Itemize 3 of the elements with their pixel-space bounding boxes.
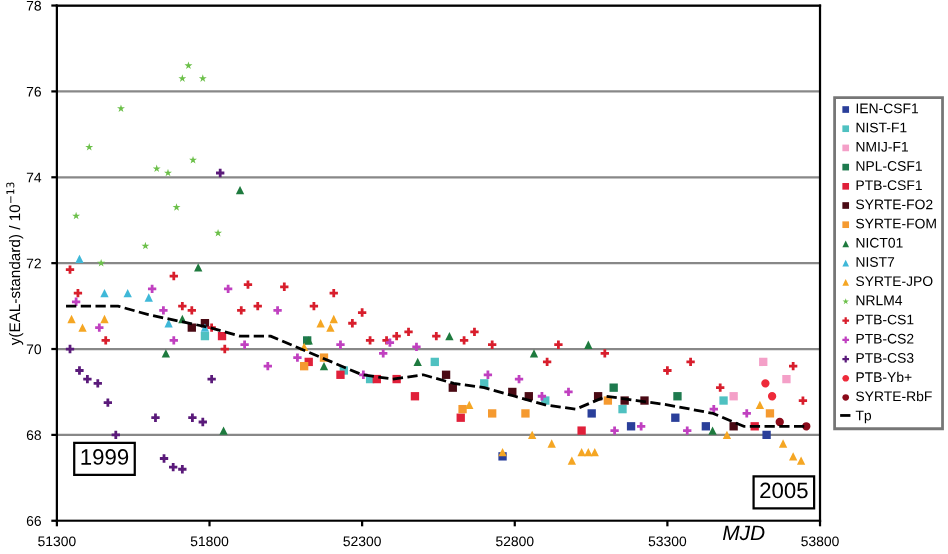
x-axis-title: MJD bbox=[722, 525, 765, 541]
annotation: 2005 bbox=[760, 482, 808, 499]
annotation: 1999 bbox=[81, 449, 129, 465]
